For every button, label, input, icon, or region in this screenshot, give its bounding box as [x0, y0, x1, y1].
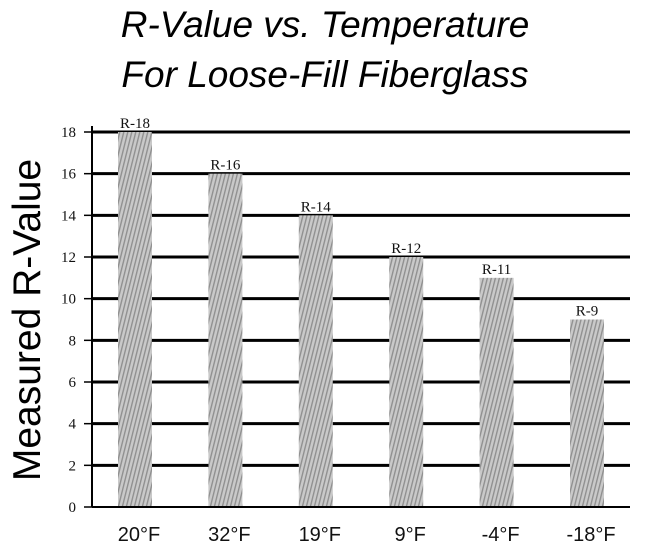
x-tick-label: 19°F: [299, 524, 341, 546]
y-tick-label: 0: [69, 500, 77, 516]
y-tick-label: 18: [61, 125, 76, 141]
bars: [118, 132, 604, 508]
y-tick-label: 4: [69, 417, 77, 433]
data-label: R-14: [301, 199, 332, 215]
data-label: R-12: [391, 241, 421, 257]
x-tick-label: 32°F: [208, 524, 250, 546]
data-label: R-16: [210, 158, 241, 174]
bar: [479, 277, 514, 507]
y-tick-label: 2: [69, 458, 77, 474]
bar: [118, 132, 152, 507]
data-label: R-18: [120, 116, 150, 132]
x-tick-label: 9°F: [395, 524, 426, 546]
bar: [298, 215, 333, 508]
bar: [389, 257, 424, 507]
labels: 0 2 4 6 8 10 12 14 16 18 R-18 20°F R-16 32°F R-14 19°F R…: [61, 116, 616, 546]
x-tick-label: -4°F: [482, 524, 520, 546]
y-tick-label: 6: [69, 375, 77, 391]
axes: [84, 126, 630, 508]
data-label: R-11: [482, 262, 511, 278]
y-tick-label: 10: [61, 292, 76, 308]
chart-title: R-Value vs. Temperature: [120, 4, 530, 45]
data-label: R-9: [576, 304, 599, 320]
x-tick-label: 20°F: [118, 524, 160, 546]
y-tick-label: 12: [61, 250, 76, 266]
x-tick-label: -18°F: [566, 524, 615, 546]
bar: [208, 173, 243, 507]
y-tick-label: 8: [69, 333, 77, 349]
y-tick-label: 16: [61, 167, 77, 183]
bar: [570, 319, 604, 507]
gridlines: [92, 130, 630, 467]
y-tick-label: 14: [61, 208, 77, 224]
chart-subtitle: For Loose-Fill Fiberglass: [121, 54, 529, 95]
